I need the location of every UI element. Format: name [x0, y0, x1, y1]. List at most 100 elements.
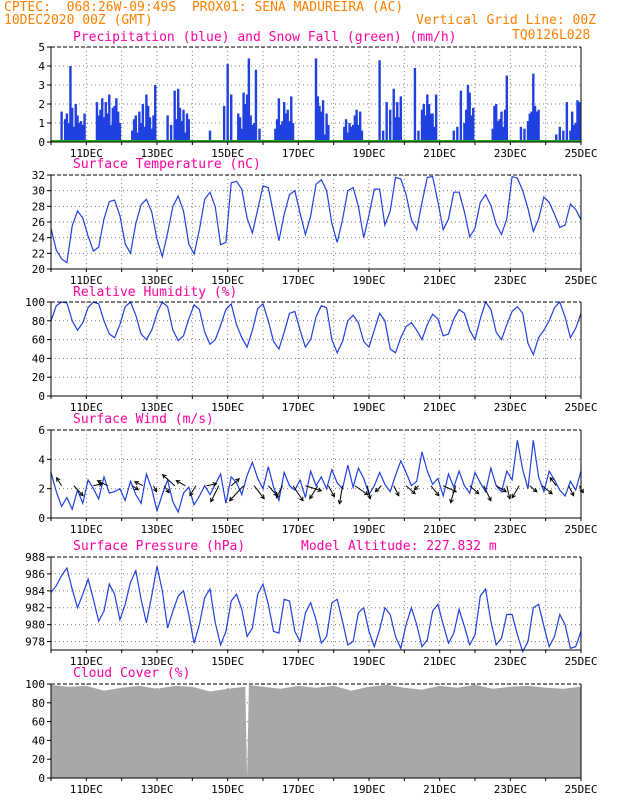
precip-bar — [523, 128, 526, 142]
precip-bar — [464, 109, 468, 142]
precip-bar — [321, 100, 325, 142]
wind-vector — [292, 485, 304, 502]
precip-bar — [254, 69, 258, 142]
precip-bar — [533, 105, 537, 142]
rh-ytick-label: 100 — [25, 296, 45, 309]
wind-ytick-label: 0 — [38, 512, 45, 525]
wind-vector — [253, 485, 265, 500]
precip-bar — [166, 115, 169, 142]
precip-bar — [104, 102, 107, 142]
precip-bar — [277, 98, 281, 142]
pressure-xtick-label: 25DEC — [564, 655, 597, 668]
precip-bar — [394, 117, 397, 142]
precip-bar — [426, 94, 429, 142]
pressure-line — [50, 566, 582, 654]
wind-vector — [153, 485, 157, 492]
precip-bar — [351, 124, 355, 142]
header-grid-note: Vertical Grid Line: 00Z — [416, 13, 597, 28]
cloud-area — [51, 684, 581, 778]
precip-bar — [97, 115, 100, 142]
wind-vector — [483, 485, 492, 501]
precip-bar — [185, 113, 189, 142]
temp-line — [50, 175, 582, 264]
wind-vector-head — [395, 491, 400, 497]
precip-bar — [116, 111, 120, 142]
precip-bar — [385, 102, 388, 142]
wind-xtick-label: 17DEC — [282, 523, 315, 536]
precip-bar — [78, 123, 81, 142]
wind-vector — [73, 485, 84, 497]
precip-bar — [456, 126, 459, 142]
precip-bar — [63, 119, 67, 142]
precip-bar — [154, 85, 157, 142]
precip-xtick-label: 19DEC — [352, 147, 385, 160]
precip-bar — [459, 90, 463, 142]
wind-vector-head — [161, 473, 167, 479]
rh-xtick-label: 23DEC — [494, 401, 527, 414]
precip-bar — [281, 121, 284, 142]
precip-bar — [431, 113, 434, 142]
precip-xtick-label: 13DEC — [140, 147, 173, 160]
pressure-ytick-label: 986 — [25, 568, 45, 581]
wind-vector-head — [133, 481, 139, 486]
cloud-ytick-label: 20 — [32, 753, 45, 766]
wind-xtick-label: 19DEC — [352, 523, 385, 536]
precip-bar — [323, 134, 327, 142]
cloud-xtick-label: 25DEC — [564, 783, 597, 796]
precip-bar — [346, 132, 349, 142]
wind-vector — [506, 485, 511, 499]
precip-xtick-label: 25DEC — [564, 147, 597, 160]
precip-bar — [72, 126, 76, 142]
precip-bar — [420, 109, 424, 142]
precip-bar — [67, 123, 70, 142]
precip-bar — [429, 113, 433, 142]
precip-bar — [314, 58, 318, 142]
wind-vector — [568, 485, 575, 496]
wind-vector-head — [317, 487, 323, 492]
precip-bar — [572, 124, 576, 142]
precip-bar — [466, 85, 470, 142]
wind-vector-head — [434, 491, 440, 497]
wind-vector-head — [228, 496, 234, 502]
cloud-ytick-label: 40 — [32, 734, 45, 747]
temp-ytick-label: 32 — [32, 169, 45, 182]
wind-vector — [366, 485, 371, 499]
precip-bar — [320, 111, 323, 142]
wind-vector-head — [487, 496, 492, 502]
pressure-xtick-label: 17DEC — [282, 655, 315, 668]
temp-xtick-label: 25DEC — [564, 274, 597, 287]
wind-ytick-label: 2 — [38, 483, 45, 496]
wind-vector — [339, 485, 343, 504]
precip-bar — [578, 102, 581, 142]
precip-bar — [109, 124, 113, 142]
precip-bar — [178, 107, 182, 142]
precip-bar — [350, 126, 353, 142]
wind-vector-head — [532, 487, 538, 493]
precip-bar — [60, 111, 63, 142]
precip-bar — [152, 115, 155, 142]
wind-vector — [469, 485, 480, 495]
header-date: 10DEC2020 00Z (GMT) — [4, 13, 153, 28]
temp-xtick-label: 23DEC — [494, 274, 527, 287]
precip-bar — [284, 113, 288, 142]
precip-bar — [275, 119, 279, 142]
pressure-xtick-label: 21DEC — [423, 655, 456, 668]
precip-ytick-label: 5 — [38, 41, 45, 54]
precip-bar — [230, 94, 233, 142]
precip-bar — [360, 130, 364, 142]
precip-bar — [570, 111, 574, 142]
precip-bar — [274, 128, 277, 142]
precip-bar — [74, 104, 77, 142]
wind-vector — [189, 485, 197, 496]
precip-bar — [71, 107, 74, 142]
precip-bar — [427, 104, 431, 142]
precip-ytick-label: 0 — [38, 136, 45, 149]
precip-bar — [258, 128, 261, 142]
pressure-xtick-label: 15DEC — [211, 655, 244, 668]
pressure-xtick-label: 23DEC — [494, 655, 527, 668]
precip-bar — [113, 105, 116, 142]
precip-bar — [353, 115, 357, 142]
precip-bar — [532, 73, 535, 142]
rh-xtick-label: 19DEC — [352, 401, 385, 414]
wind-vector-head — [56, 476, 61, 482]
